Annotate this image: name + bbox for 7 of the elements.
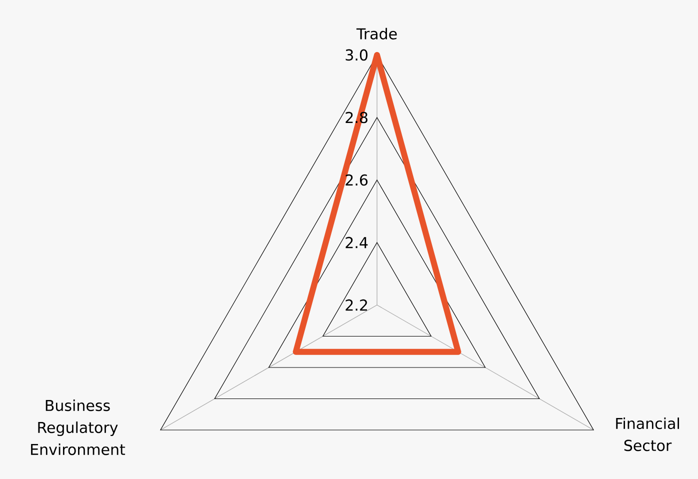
y-tick-label: 2.2 bbox=[346, 299, 367, 311]
y-tick-label: 3.0 bbox=[346, 49, 368, 61]
spoke-label: Financial Sector bbox=[616, 418, 679, 452]
y-tick-label: 2.4 bbox=[346, 236, 368, 248]
y-tick-label: 2.6 bbox=[346, 174, 368, 186]
spoke-label: Trade bbox=[356, 28, 397, 40]
spoke-label: Business Regulatory Environment bbox=[31, 400, 126, 456]
